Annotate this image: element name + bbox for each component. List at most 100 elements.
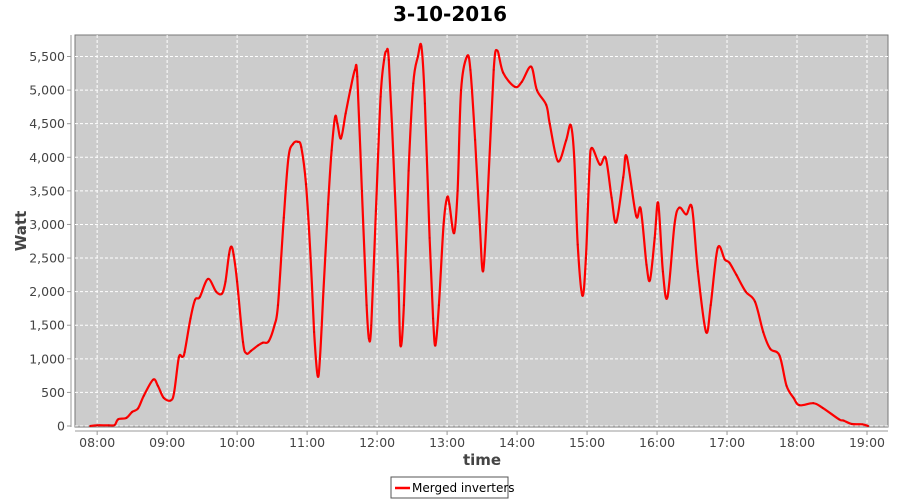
data-point bbox=[257, 344, 260, 347]
data-point bbox=[131, 410, 134, 413]
data-point bbox=[691, 206, 694, 209]
y-tick-label: 3,000 bbox=[29, 217, 65, 232]
data-point bbox=[292, 142, 295, 145]
data-point bbox=[336, 122, 339, 125]
x-tick-label: 18:00 bbox=[779, 435, 815, 450]
data-point bbox=[117, 418, 120, 421]
legend-box bbox=[390, 476, 509, 499]
data-point bbox=[309, 257, 312, 260]
data-point bbox=[442, 223, 445, 226]
y-tick-label: 5,000 bbox=[29, 83, 65, 98]
data-point bbox=[152, 378, 155, 381]
data-point bbox=[474, 138, 477, 141]
data-point bbox=[365, 304, 368, 307]
data-point bbox=[304, 183, 307, 186]
data-point bbox=[520, 81, 523, 84]
data-point bbox=[125, 416, 128, 419]
data-point bbox=[224, 280, 227, 283]
data-point bbox=[420, 45, 423, 48]
data-point bbox=[402, 304, 405, 307]
x-tick-label: 15:00 bbox=[569, 435, 605, 450]
data-point bbox=[107, 424, 110, 427]
data-point bbox=[492, 68, 495, 71]
data-point bbox=[392, 156, 395, 159]
data-point bbox=[360, 189, 363, 192]
data-point bbox=[769, 347, 772, 350]
data-point bbox=[649, 278, 652, 281]
data-point bbox=[385, 50, 388, 53]
data-point bbox=[530, 65, 533, 68]
data-point bbox=[232, 253, 235, 256]
data-point bbox=[276, 304, 279, 307]
data-point bbox=[482, 269, 485, 272]
y-tick-label: 5,500 bbox=[29, 49, 65, 64]
data-point bbox=[162, 396, 165, 399]
data-point bbox=[513, 85, 516, 88]
data-point bbox=[639, 208, 642, 211]
x-tick-label: 17:00 bbox=[709, 435, 745, 450]
data-point bbox=[486, 189, 489, 192]
data-point bbox=[548, 122, 551, 125]
data-point bbox=[379, 95, 382, 98]
y-tick-label: 2,000 bbox=[29, 284, 65, 299]
y-axis: 0 500 1,000 1,500 2,000 2,500 3,000 3,500 4,000 4… bbox=[29, 49, 71, 434]
data-point bbox=[236, 280, 239, 283]
data-point bbox=[181, 355, 184, 358]
data-point bbox=[535, 89, 538, 92]
data-point bbox=[723, 258, 726, 261]
data-point bbox=[282, 216, 285, 219]
data-point bbox=[469, 68, 472, 71]
legend-label: Merged inverters bbox=[412, 481, 515, 495]
data-point bbox=[177, 356, 180, 359]
data-point bbox=[842, 419, 845, 422]
data-point bbox=[412, 82, 415, 85]
data-point bbox=[762, 330, 765, 333]
data-point bbox=[136, 407, 139, 410]
data-point bbox=[615, 221, 618, 224]
data-point bbox=[313, 330, 316, 333]
data-point bbox=[502, 71, 505, 74]
data-point bbox=[645, 263, 648, 266]
data-point bbox=[397, 270, 400, 273]
data-point bbox=[189, 317, 192, 320]
y-axis-label: Watt bbox=[12, 211, 30, 251]
y-tick-label: 2,500 bbox=[29, 251, 65, 266]
data-point bbox=[428, 236, 431, 239]
data-point bbox=[434, 344, 437, 347]
data-point bbox=[453, 232, 456, 235]
data-point bbox=[465, 55, 468, 58]
data-point bbox=[581, 294, 584, 297]
data-point bbox=[778, 354, 781, 357]
data-point bbox=[545, 103, 548, 106]
data-point bbox=[215, 290, 218, 293]
data-point bbox=[230, 245, 233, 248]
data-point bbox=[344, 112, 347, 115]
data-point bbox=[383, 58, 386, 61]
data-point bbox=[327, 203, 330, 206]
data-point bbox=[156, 384, 159, 387]
data-point bbox=[250, 349, 253, 352]
legend: Merged inverters bbox=[390, 476, 515, 499]
data-point bbox=[867, 425, 870, 427]
x-tick-label: 13:00 bbox=[429, 435, 465, 450]
data-point bbox=[316, 374, 319, 377]
data-point bbox=[318, 357, 321, 360]
data-point bbox=[287, 156, 290, 159]
data-point bbox=[241, 341, 244, 344]
data-point bbox=[267, 340, 270, 343]
data-point bbox=[735, 273, 738, 276]
series-line-merged-inverters bbox=[90, 42, 869, 428]
data-point bbox=[446, 196, 449, 199]
data-point bbox=[705, 330, 708, 333]
data-point bbox=[353, 68, 356, 71]
data-point bbox=[89, 425, 92, 427]
data-point bbox=[330, 149, 333, 152]
x-tick-label: 09:00 bbox=[149, 435, 185, 450]
data-point bbox=[456, 189, 459, 192]
chart-title: 3-10-2016 bbox=[393, 2, 507, 26]
data-point bbox=[657, 201, 660, 204]
data-point bbox=[573, 156, 576, 159]
data-point bbox=[198, 296, 201, 299]
data-point bbox=[792, 396, 795, 399]
grid bbox=[75, 35, 888, 427]
